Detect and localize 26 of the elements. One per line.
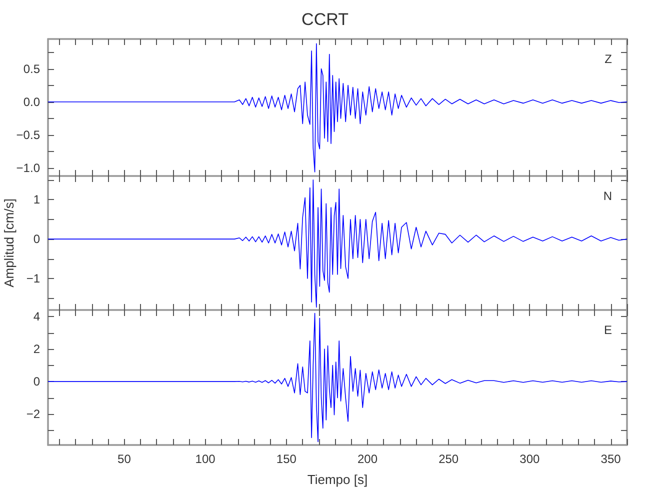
y-tick-label: −1.0 bbox=[16, 161, 40, 176]
x-tick-label: 250 bbox=[438, 452, 459, 466]
y-tick-label: 0 bbox=[33, 232, 40, 246]
annotation: E bbox=[604, 323, 612, 337]
x-tick-label: 150 bbox=[276, 452, 297, 466]
x-tick-label: 350 bbox=[600, 452, 622, 466]
y-tick-label: 0.5 bbox=[23, 62, 40, 76]
line-series bbox=[48, 43, 628, 172]
y-tick-label: −1 bbox=[26, 271, 40, 286]
y-tick-label: 0 bbox=[33, 374, 40, 389]
annotation: N bbox=[603, 189, 612, 203]
x-tick-label: 50 bbox=[118, 452, 132, 466]
x-tick-label: 200 bbox=[357, 452, 378, 466]
y-tick-label: 1 bbox=[33, 192, 40, 207]
annotation: Z bbox=[604, 52, 612, 66]
y-tick-label: 4 bbox=[33, 310, 40, 324]
y-tick-label: −0.5 bbox=[16, 128, 40, 142]
x-axis-title: Tiempo [s] bbox=[307, 472, 368, 487]
y-tick-label: 2 bbox=[33, 342, 40, 356]
line-series bbox=[48, 312, 628, 442]
x-tick-label: 300 bbox=[520, 452, 540, 466]
y-tick-label: 0.0 bbox=[23, 94, 40, 109]
y-axis-title: Amplitud [cm/s] bbox=[1, 198, 16, 288]
chart-title: CCRT bbox=[302, 10, 348, 29]
y-tick-label: −2 bbox=[26, 407, 40, 422]
x-tick-label: 100 bbox=[195, 452, 216, 466]
